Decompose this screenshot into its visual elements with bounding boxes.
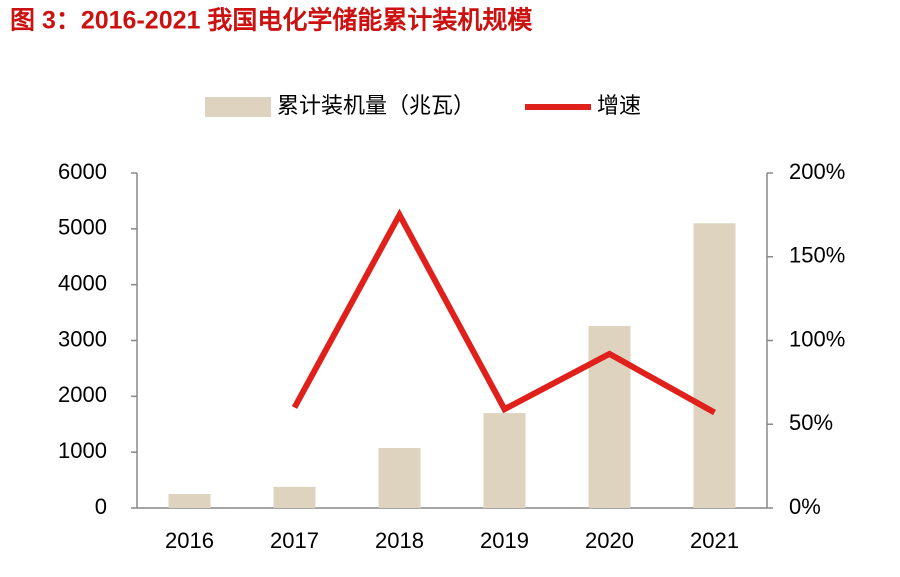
bar	[483, 413, 526, 508]
y2-tick-label: 150%	[789, 243, 845, 268]
legend-swatch	[205, 97, 271, 117]
y-tick-label: 2000	[58, 382, 107, 407]
y-tick-label: 5000	[58, 215, 107, 240]
bar	[693, 223, 736, 508]
y-tick-label: 6000	[58, 159, 107, 184]
y2-tick-label: 200%	[789, 159, 845, 184]
y-tick-label: 1000	[58, 438, 107, 463]
chart-title: 图 3：2016-2021 我国电化学储能累计装机规模	[10, 6, 533, 35]
legend-label: 累计装机量（兆瓦）	[277, 93, 475, 118]
growth-line	[291, 208, 716, 416]
x-tick-label: 2020	[585, 528, 634, 553]
x-tick-label: 2019	[480, 528, 529, 553]
bar	[168, 494, 211, 508]
x-tick-label: 2017	[270, 528, 319, 553]
y2-tick-label: 100%	[789, 326, 845, 351]
bar	[378, 447, 421, 508]
x-tick-label: 2021	[690, 528, 739, 553]
y-tick-label: 4000	[58, 270, 107, 295]
y2-tick-label: 0%	[789, 494, 821, 519]
y-tick-label: 0	[95, 494, 107, 519]
y-tick-label: 3000	[58, 326, 107, 351]
bar	[273, 486, 316, 508]
x-tick-label: 2018	[375, 528, 424, 553]
legend-label: 增速	[597, 93, 641, 118]
x-tick-label: 2016	[165, 528, 214, 553]
y2-tick-label: 50%	[789, 410, 833, 435]
